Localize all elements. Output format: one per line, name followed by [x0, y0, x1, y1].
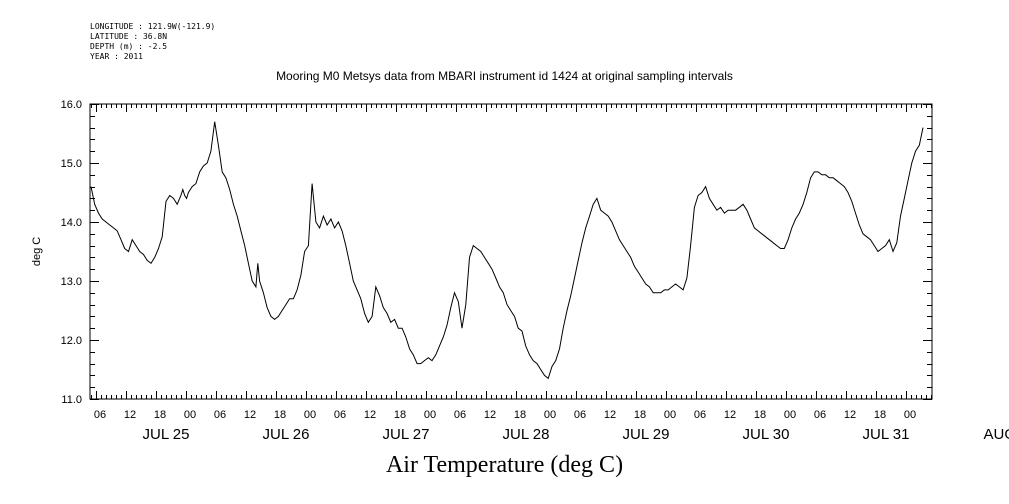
x-hour-tick-label: 00	[664, 409, 676, 421]
x-hour-tick-label: 12	[844, 409, 856, 421]
x-hour-tick-label: 06	[454, 409, 466, 421]
x-hour-tick-label: 06	[214, 409, 226, 421]
x-hour-tick-label: 12	[244, 409, 256, 421]
x-hour-tick-label: 18	[634, 409, 646, 421]
x-day-label: JUL 26	[263, 426, 310, 443]
y-tick-label: 12.0	[61, 335, 82, 347]
x-hour-tick-label: 00	[784, 409, 796, 421]
meta-longitude: LONGITUDE : 121.9W(-121.9)	[90, 22, 216, 31]
x-hour-tick-label: 06	[334, 409, 346, 421]
y-tick-label: 14.0	[61, 217, 82, 229]
x-hour-tick-label: 12	[484, 409, 496, 421]
meta-latitude: LATITUDE : 36.8N	[90, 32, 168, 41]
metadata-block: LONGITUDE : 121.9W(-121.9) LATITUDE : 36…	[90, 22, 215, 62]
y-tick-label: 11.0	[61, 394, 82, 406]
plot-frame	[89, 103, 933, 400]
x-hour-tick-label: 18	[754, 409, 766, 421]
x-day-label: JUL 29	[623, 426, 670, 443]
x-hour-tick-label: 18	[154, 409, 166, 421]
x-hour-tick-label: 00	[304, 409, 316, 421]
x-hour-tick-label: 18	[394, 409, 406, 421]
x-hour-tick-label: 00	[424, 409, 436, 421]
x-hour-tick-label: 06	[574, 409, 586, 421]
x-hour-tick-label: 18	[274, 409, 286, 421]
axis-ticks	[90, 104, 932, 400]
axis-labels: 11.0 12.0 13.0 14.0 15.0 16.0 06 12 18 00 06 12 18 00…	[61, 99, 1009, 443]
x-hour-tick-label: 00	[544, 409, 556, 421]
y-tick-label: 13.0	[61, 276, 82, 288]
x-day-label: JUL 27	[383, 426, 430, 443]
x-hour-tick-label: 12	[604, 409, 616, 421]
x-hour-tick-label: 06	[694, 409, 706, 421]
x-hour-tick-label: 00	[904, 409, 916, 421]
meta-depth: DEPTH (m) : -2.5	[90, 42, 168, 51]
series-line	[90, 121, 924, 380]
x-hour-tick-label: 12	[724, 409, 736, 421]
x-hour-tick-label: 06	[814, 409, 826, 421]
x-day-label: AUG 1	[983, 426, 1009, 443]
x-hour-tick-label: 18	[874, 409, 886, 421]
y-tick-label: 15.0	[61, 158, 82, 170]
x-day-label: JUL 25	[143, 426, 190, 443]
x-hour-tick-label: 18	[514, 409, 526, 421]
x-day-label: JUL 31	[863, 426, 910, 443]
y-axis-label: deg C	[31, 237, 43, 266]
x-hour-tick-label: 06	[94, 409, 106, 421]
x-hour-tick-label: 00	[184, 409, 196, 421]
x-hour-tick-label: 12	[364, 409, 376, 421]
x-day-label: JUL 28	[503, 426, 550, 443]
meta-year: YEAR : 2011	[90, 52, 143, 61]
x-hour-tick-label: 12	[124, 409, 136, 421]
y-tick-label: 16.0	[61, 99, 82, 111]
x-axis-label: Air Temperature (deg C)	[385, 452, 624, 478]
chart-title: Mooring M0 Metsys data from MBARI instru…	[276, 69, 733, 83]
x-day-label: JUL 30	[743, 426, 790, 443]
